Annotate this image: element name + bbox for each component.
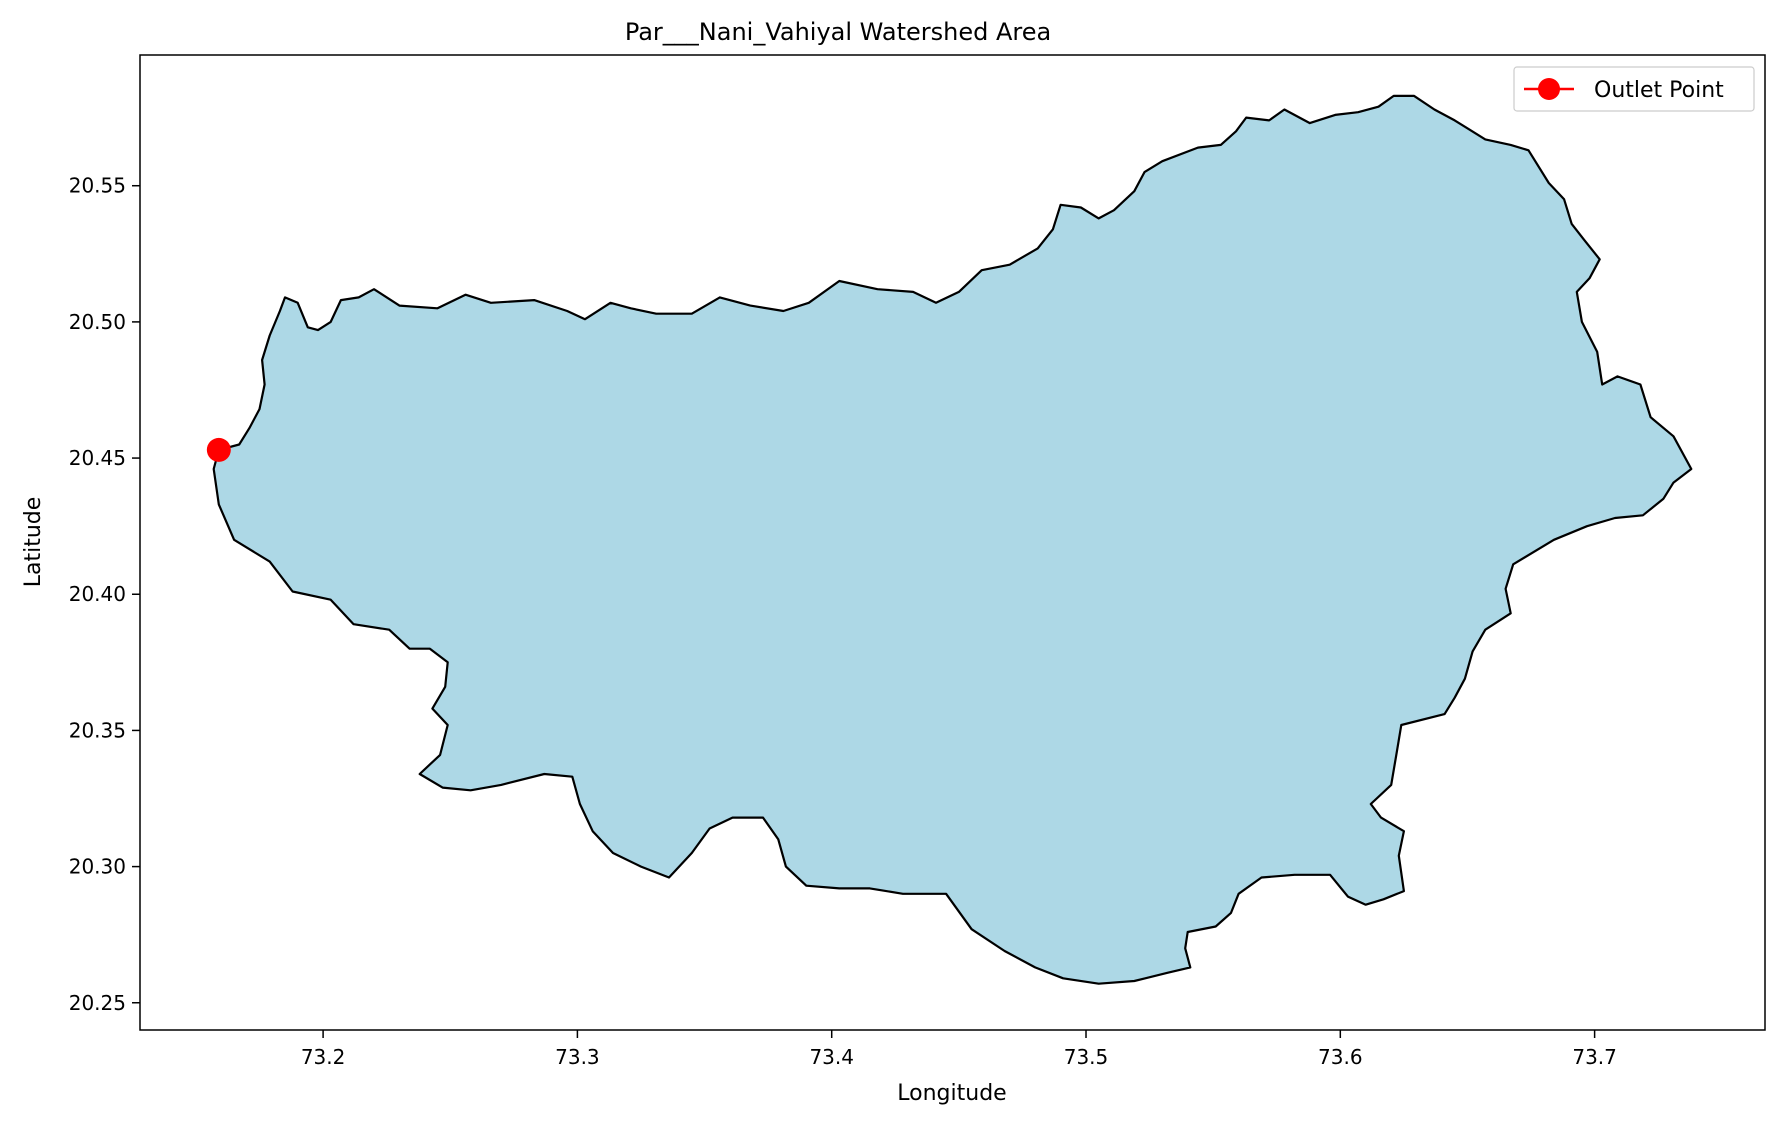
x-tick-label: 73.5 xyxy=(1064,1045,1109,1069)
y-axis-label: Latitude xyxy=(21,497,46,588)
legend-box xyxy=(1513,66,1755,112)
y-tick-label: 20.50 xyxy=(69,310,126,334)
x-tick-label: 73.2 xyxy=(301,1045,346,1069)
x-axis-label: Longitude xyxy=(897,1081,1006,1106)
y-tick-label: 20.30 xyxy=(69,855,126,879)
x-tick-label: 73.4 xyxy=(809,1045,854,1069)
chart-title: Par___Nani_Vahiyal Watershed Area xyxy=(625,18,1051,46)
x-tick-label: 73.6 xyxy=(1318,1045,1363,1069)
x-tick-label: 73.3 xyxy=(555,1045,600,1069)
y-axis-ticks: 20.25 20.30 20.35 20.40 20.45 20.50 20.55 xyxy=(69,174,140,1015)
watershed-polygon xyxy=(212,94,1693,985)
plot-area xyxy=(212,94,1693,985)
y-tick-label: 20.45 xyxy=(69,446,126,470)
legend-outlet-marker xyxy=(1538,78,1560,100)
y-tick-label: 20.55 xyxy=(69,174,126,198)
axes-frame xyxy=(139,54,1766,1031)
y-tick-label: 20.35 xyxy=(69,718,126,742)
x-axis-ticks: 73.2 73.3 73.4 73.5 73.6 73.7 xyxy=(301,1030,1617,1069)
legend: Outlet Point xyxy=(1513,66,1755,112)
outlet-layer xyxy=(206,437,231,462)
y-tick-label: 20.25 xyxy=(69,991,126,1015)
outlet-point-marker xyxy=(206,437,231,462)
x-tick-label: 73.7 xyxy=(1572,1045,1617,1069)
y-tick-label: 20.40 xyxy=(69,582,126,606)
legend-outlet-label: Outlet Point xyxy=(1594,78,1724,103)
